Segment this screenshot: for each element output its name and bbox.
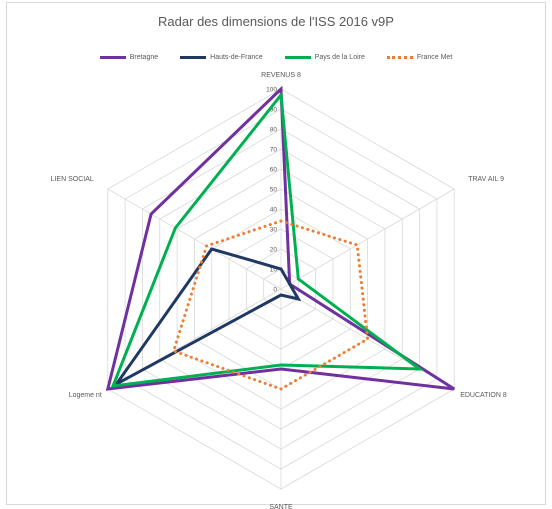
legend-swatch xyxy=(386,56,413,59)
legend-label: Bretagne xyxy=(129,54,159,61)
legend-label: France Met xyxy=(416,54,453,61)
legend-label: Hauts-de-France xyxy=(210,54,263,61)
tick-label: 30 xyxy=(270,227,278,234)
tick-label: 70 xyxy=(270,147,278,154)
legend-item: France Met xyxy=(386,54,453,61)
radar-tick-labels: 0 10 20 30 40 50 60 70 80 90 100 xyxy=(266,87,277,294)
legend-swatch xyxy=(180,56,207,59)
tick-label: 20 xyxy=(270,247,278,254)
tick-label: 80 xyxy=(270,127,278,134)
series-france-met xyxy=(171,219,370,391)
grid-spoke xyxy=(280,188,455,290)
legend-item: Bretagne xyxy=(99,54,159,61)
radar-series xyxy=(105,85,456,391)
chart-title: Radar des dimensions de l'ISS 2016 v9P xyxy=(158,14,394,29)
chart-legend: Bretagne Hauts-de-France Pays de la Loire F… xyxy=(0,54,552,61)
legend-item: Pays de la Loire xyxy=(284,54,365,61)
legend-swatch xyxy=(99,56,126,59)
axis-label: LIEN SOCIAL xyxy=(51,176,94,183)
tick-label: 50 xyxy=(270,187,278,194)
legend-swatch xyxy=(284,56,311,59)
series-pays-de-la-loire xyxy=(110,91,425,388)
radar-axis-labels: REVENUS 8 TRAV AIL 9 EDUCATION 8 SANTE Logem… xyxy=(51,72,507,509)
grid-spoke xyxy=(107,188,282,290)
legend-label: Pays de la Loire xyxy=(314,54,365,61)
axis-label: REVENUS 8 xyxy=(261,72,301,79)
tick-label: 100 xyxy=(266,87,277,94)
tick-label: 40 xyxy=(270,207,278,214)
axis-label: SANTE xyxy=(269,504,293,509)
tick-label: 10 xyxy=(270,267,278,274)
axis-label: Logeme nt xyxy=(69,392,102,399)
axis-label: TRAV AIL 9 xyxy=(468,176,504,183)
tick-label: 90 xyxy=(270,107,278,114)
legend-item: Hauts-de-France xyxy=(180,54,263,61)
tick-label: 60 xyxy=(270,167,278,174)
radar-grid xyxy=(107,88,455,490)
chart-frame xyxy=(6,2,546,505)
axis-label: EDUCATION 8 xyxy=(460,392,507,399)
tick-label: 0 xyxy=(273,287,277,294)
series-hauts-de-france xyxy=(115,247,302,386)
